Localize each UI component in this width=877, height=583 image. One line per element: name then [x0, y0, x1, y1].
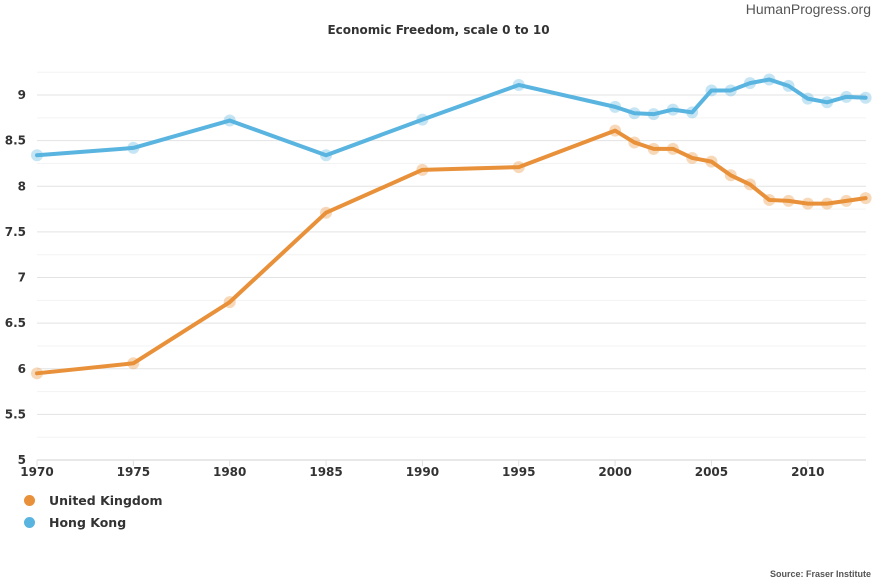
- source-note: Source: Fraser Institute: [769, 569, 871, 579]
- data-point-united-kingdom: [647, 142, 660, 155]
- data-point-hong-kong: [628, 107, 641, 120]
- legend-label-hong-kong: Hong Kong: [49, 514, 127, 530]
- data-point-united-kingdom: [743, 178, 756, 191]
- data-point-united-kingdom: [223, 296, 236, 309]
- legend-label-united-kingdom: United Kingdom: [49, 492, 163, 508]
- data-point-hong-kong: [705, 84, 718, 97]
- data-point-united-kingdom: [821, 197, 834, 210]
- data-point-united-kingdom: [416, 163, 429, 176]
- data-point-united-kingdom: [840, 194, 853, 207]
- data-point-hong-kong: [763, 73, 776, 86]
- x-tick-label: 1975: [117, 465, 150, 479]
- x-axis: 1970 1975 1980 1985 1990 1995 2000 2005 2010: [20, 459, 866, 479]
- data-point-united-kingdom: [609, 124, 622, 137]
- series-line-united-kingdom: [35, 128, 868, 376]
- data-point-hong-kong: [666, 103, 679, 116]
- x-tick-label: 1980: [213, 465, 246, 479]
- y-tick-label: 5: [18, 453, 26, 467]
- y-tick-label: 6.5: [5, 316, 26, 330]
- data-point-hong-kong: [512, 78, 525, 91]
- legend-item-hong-kong[interactable]: Hong Kong: [24, 511, 162, 533]
- data-point-hong-kong: [801, 92, 814, 105]
- data-point-hong-kong: [223, 114, 236, 127]
- data-point-united-kingdom: [686, 151, 699, 164]
- y-tick-label: 8: [18, 179, 26, 193]
- x-tick-label: 1990: [406, 465, 439, 479]
- data-point-hong-kong: [609, 100, 622, 113]
- data-point-hong-kong: [686, 106, 699, 119]
- data-point-united-kingdom: [127, 357, 140, 370]
- data-point-united-kingdom: [705, 155, 718, 168]
- legend-item-united-kingdom[interactable]: United Kingdom: [24, 489, 162, 511]
- y-tick-label: 7: [18, 271, 26, 285]
- data-point-hong-kong: [647, 108, 660, 121]
- data-point-hong-kong: [127, 141, 140, 154]
- data-point-united-kingdom: [859, 192, 872, 205]
- y-tick-label: 6: [18, 362, 26, 376]
- data-point-united-kingdom: [31, 367, 43, 380]
- legend-marker-hong-kong: [24, 516, 35, 528]
- y-tick-label: 5.5: [5, 407, 26, 421]
- data-point-united-kingdom: [782, 194, 795, 207]
- data-point-hong-kong: [31, 149, 43, 162]
- data-point-hong-kong: [724, 84, 737, 97]
- y-axis: 5 5.5 6 6.5 7 7.5 8 8.5 9: [5, 88, 26, 467]
- data-point-hong-kong: [416, 113, 429, 126]
- data-point-united-kingdom: [724, 169, 737, 182]
- data-point-united-kingdom: [320, 206, 333, 219]
- data-point-hong-kong: [859, 91, 872, 104]
- data-point-united-kingdom: [628, 136, 641, 149]
- data-point-united-kingdom: [801, 197, 814, 210]
- x-tick-label: 1995: [502, 465, 535, 479]
- series-group: [31, 73, 872, 380]
- grid: [37, 71, 866, 438]
- data-point-hong-kong: [840, 90, 853, 103]
- data-point-united-kingdom: [512, 161, 525, 174]
- x-tick-label: 2010: [791, 465, 824, 479]
- data-point-hong-kong: [782, 79, 795, 92]
- legend-marker-united-kingdom: [24, 494, 35, 506]
- legend: United Kingdom Hong Kong: [24, 489, 162, 533]
- series-line-hong-kong: [35, 77, 868, 158]
- data-point-hong-kong: [743, 77, 756, 90]
- y-tick-label: 8.5: [5, 134, 26, 148]
- x-tick-label: 2005: [695, 465, 728, 479]
- data-point-hong-kong: [821, 96, 834, 109]
- y-tick-label: 7.5: [5, 225, 26, 239]
- x-tick-label: 1985: [309, 465, 342, 479]
- brand-label: HumanProgress.org: [745, 1, 871, 17]
- chart-title: Economic Freedom, scale 0 to 10: [327, 23, 550, 37]
- y-tick-label: 9: [18, 88, 26, 102]
- data-point-united-kingdom: [666, 142, 679, 155]
- data-point-hong-kong: [320, 149, 333, 162]
- x-tick-label: 2000: [598, 465, 631, 479]
- x-tick-label: 1970: [20, 465, 53, 479]
- data-point-united-kingdom: [763, 193, 776, 206]
